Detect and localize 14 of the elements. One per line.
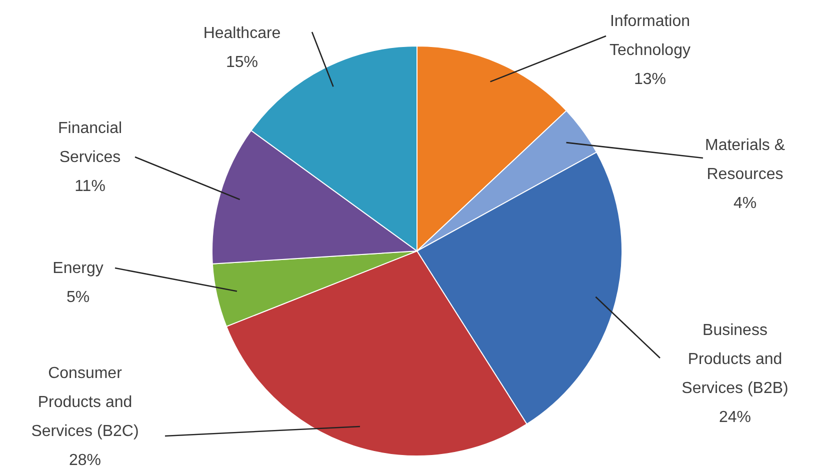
data-label: 15% [226,54,258,71]
slice-label: Healthcare [203,25,281,42]
slice-label: Consumer Products and Services (B2C) [31,365,139,440]
data-label: 4% [733,195,757,212]
slice-label: Information Technology [610,13,690,59]
slice-label: Financial Services [58,120,122,166]
slice-label: Business Products and Services (B2B) [682,322,788,397]
slice-label: Materials & Resources [704,137,786,183]
data-label: 24% [718,409,752,426]
data-label: 13% [634,71,666,88]
data-label: 5% [66,289,90,306]
data-label: 28% [68,452,102,469]
data-label: 11% [74,178,106,195]
slice-label: Energy [52,260,104,277]
